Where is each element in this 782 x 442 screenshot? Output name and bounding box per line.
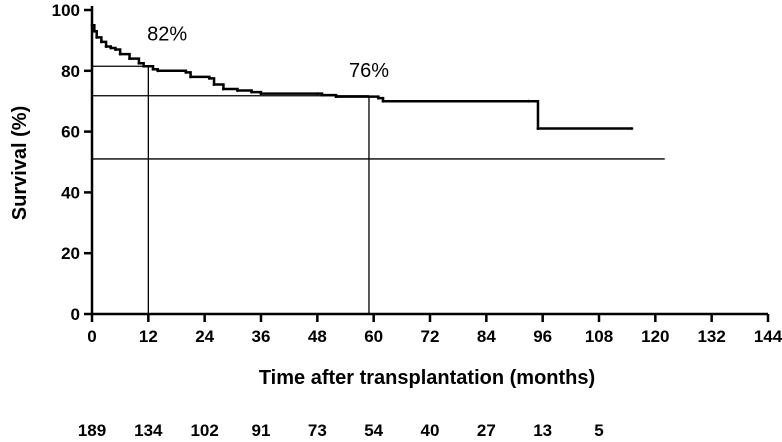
- at-risk-count: 91: [252, 421, 271, 440]
- censor-mark: [236, 89, 239, 92]
- series-group: [90, 23, 634, 130]
- censor-mark: [184, 70, 188, 74]
- censor-mark: [334, 95, 338, 99]
- y-tick-label: 80: [61, 62, 80, 81]
- y-tick-label: 0: [71, 305, 80, 324]
- censor-mark: [128, 57, 131, 61]
- x-tick-label: 120: [641, 327, 669, 346]
- censor-mark: [90, 23, 94, 27]
- censor-mark: [212, 83, 216, 86]
- censor-mark: [114, 48, 117, 51]
- censor-mark: [92, 29, 96, 33]
- at-risk-count: 5: [594, 421, 603, 440]
- at-risk-count: 73: [308, 421, 327, 440]
- at-risk-row: 189 134 102 91 73 54 40 27 13 5: [78, 421, 604, 440]
- at-risk-count: 102: [190, 421, 218, 440]
- x-tick-label: 60: [364, 327, 383, 346]
- at-risk-count: 27: [477, 421, 496, 440]
- x-tick-label: 0: [87, 327, 96, 346]
- censor-mark: [376, 96, 380, 100]
- reference-lines: [92, 65, 665, 314]
- censor-mark: [320, 93, 324, 97]
- x-axis-title: Time after transplantation (months): [259, 367, 595, 389]
- at-risk-count: 13: [533, 421, 552, 440]
- censor-mark: [630, 127, 634, 130]
- censor-mark: [315, 92, 319, 95]
- at-risk-count: 189: [78, 421, 106, 440]
- censor-mark: [142, 64, 146, 68]
- x-tick-label: 96: [533, 327, 552, 346]
- x-tick-label: 72: [421, 327, 440, 346]
- y-axis-title: Survival (%): [9, 106, 31, 220]
- censor-mark: [259, 92, 263, 95]
- censor-mark: [527, 99, 530, 103]
- y-tick-label: 60: [61, 123, 80, 142]
- censor-mark: [381, 99, 385, 103]
- y-tick-label: 100: [52, 1, 80, 20]
- x-tick-label: 12: [139, 327, 158, 346]
- y-tick-label: 20: [61, 244, 80, 263]
- censor-mark: [222, 87, 225, 91]
- survival-annotation: 82%: [147, 23, 187, 45]
- x-tick-label: 48: [308, 327, 327, 346]
- x-tick-label: 132: [697, 327, 725, 346]
- x-tick-label: 84: [477, 327, 496, 346]
- survival-annotation: 76%: [349, 60, 389, 82]
- censor-mark: [99, 40, 103, 44]
- at-risk-count: 134: [134, 421, 163, 440]
- at-risk-count: 54: [364, 421, 383, 440]
- censor-mark: [207, 77, 211, 80]
- censor-mark: [151, 67, 155, 71]
- censor-mark: [118, 52, 122, 56]
- censor-mark: [536, 127, 540, 130]
- censor-mark: [104, 45, 108, 48]
- censor-mark: [189, 75, 192, 79]
- censor-mark: [250, 90, 254, 94]
- x-tick-label: 108: [585, 327, 613, 346]
- censor-mark: [109, 46, 113, 50]
- censor-mark: [137, 61, 141, 65]
- censor-mark: [156, 69, 160, 73]
- x-tick-label: 36: [252, 327, 271, 346]
- y-tick-label: 40: [61, 183, 80, 202]
- x-tick-label: 144: [754, 327, 782, 346]
- at-risk-count: 40: [421, 421, 440, 440]
- axes: 0 20 40 60 80 100 0 12 24 36 48 60 72 84 96 108 120 132 14…: [52, 1, 782, 346]
- x-tick-label: 24: [195, 327, 214, 346]
- censor-mark: [95, 35, 99, 39]
- annotations: 82% 76%: [147, 23, 389, 81]
